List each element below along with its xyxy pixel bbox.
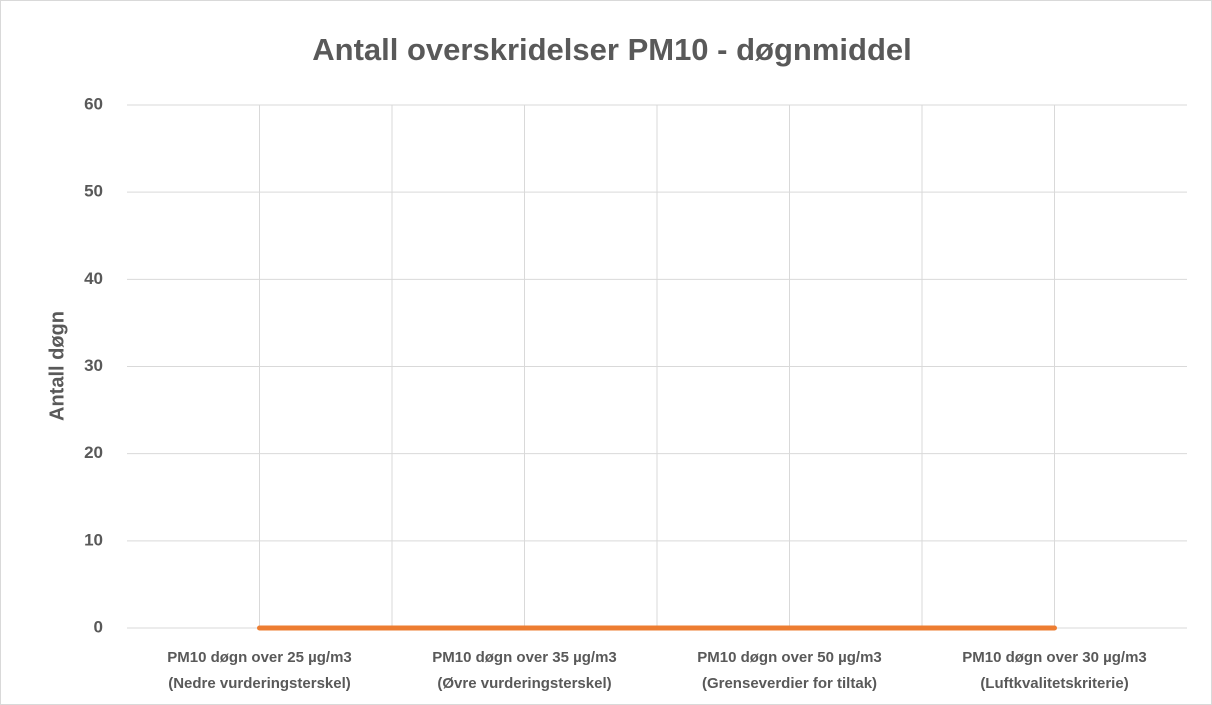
y-axis-label: Antall døgn	[46, 311, 68, 421]
y-tick-label: 10	[84, 530, 103, 549]
y-tick-label: 30	[84, 356, 103, 375]
y-tick-label: 60	[84, 94, 103, 113]
x-tick-label: PM10 døgn over 50 µg/m3 (Grenseverdier fo…	[697, 649, 882, 692]
chart-title: Antall overskridelser PM10 - døgnmiddel	[312, 32, 912, 67]
y-tick-label: 40	[84, 269, 103, 288]
x-tick-label: PM10 døgn over 35 µg/m3 (Øvre vurderingst…	[432, 649, 617, 692]
x-tick-label: PM10 døgn over 30 µg/m3 (Luftkvalitetskri…	[962, 649, 1147, 692]
y-tick-label: 20	[84, 443, 103, 462]
y-tick-label: 0	[94, 617, 103, 636]
y-tick-label: 50	[84, 182, 103, 201]
x-tick-label: PM10 døgn over 25 µg/m3 (Nedre vurderings…	[167, 649, 352, 692]
